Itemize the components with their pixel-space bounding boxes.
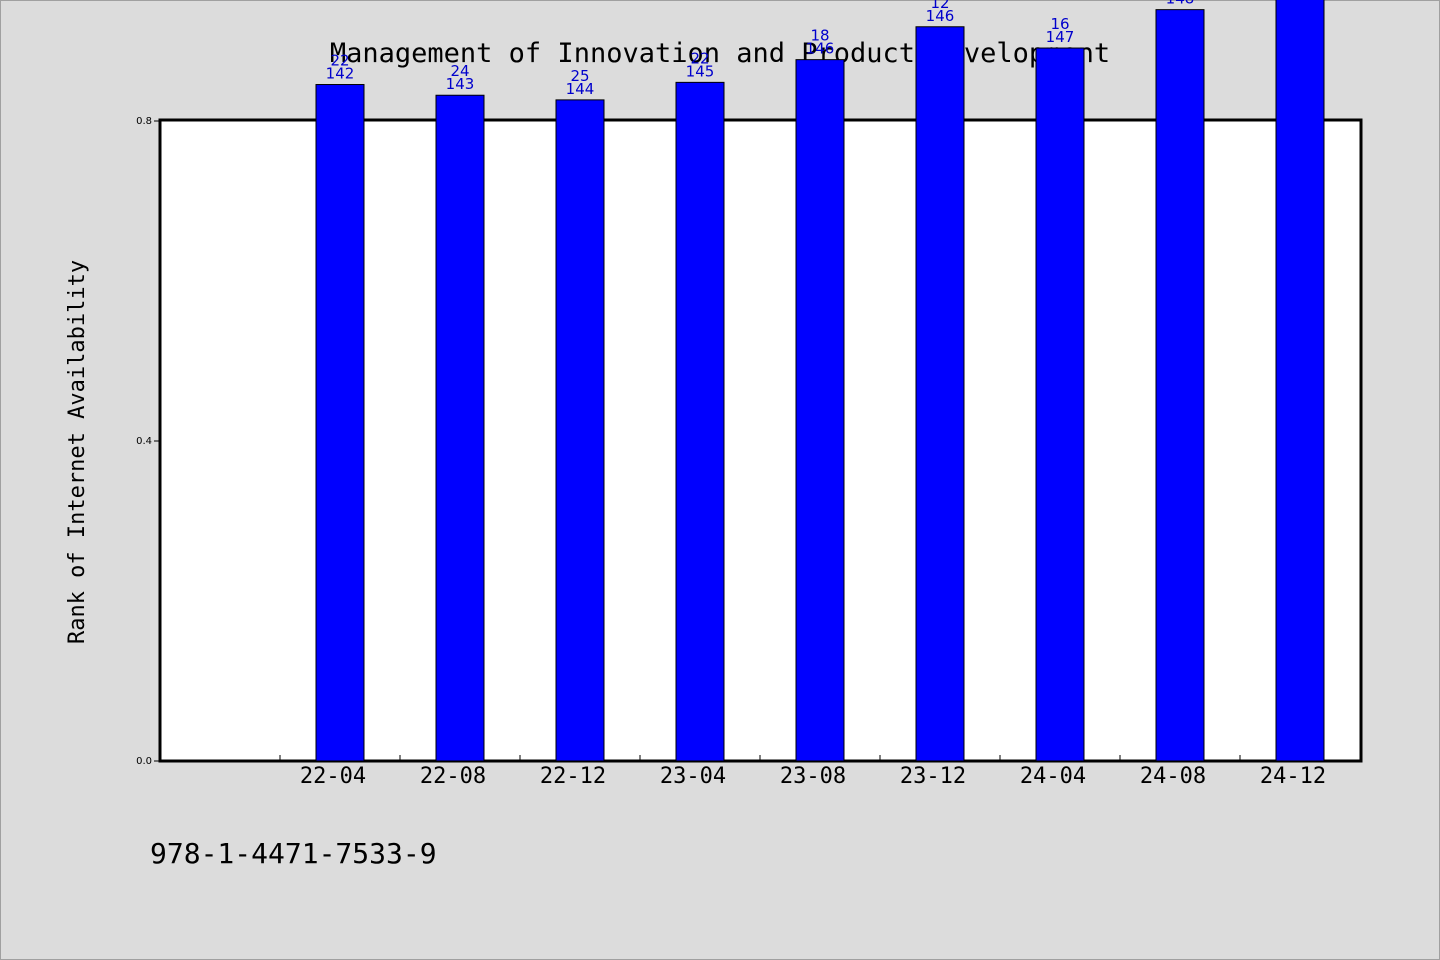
bar-24-08 xyxy=(1155,9,1205,762)
bar-22-04 xyxy=(315,84,365,762)
bar-label-bottom-24-08: 148 xyxy=(1166,0,1195,8)
x-tick-label-24-08: 24-08 xyxy=(1140,764,1206,789)
bar-label-bottom-22-04: 142 xyxy=(326,65,355,83)
x-tick-label-22-08: 22-08 xyxy=(420,764,486,789)
x-tick-label-22-12: 22-12 xyxy=(540,764,606,789)
bar-label-bottom-23-04: 145 xyxy=(686,62,715,80)
x-tick-label-24-04: 24-04 xyxy=(1020,764,1086,789)
x-tick-label-23-04: 23-04 xyxy=(660,764,726,789)
y-axis: 0.0 0.4 0.8 xyxy=(136,116,160,767)
x-tick-label-23-12: 23-12 xyxy=(900,764,966,789)
bar-label-bottom-22-08: 143 xyxy=(446,75,475,93)
bar-23-04 xyxy=(675,81,725,762)
bar-label-top-24-04: 16 xyxy=(1050,15,1069,33)
bar-label-bottom-23-08: 146 xyxy=(806,40,835,58)
x-tick-label-22-04: 22-04 xyxy=(300,764,366,789)
x-tick-label-23-08: 23-08 xyxy=(780,764,846,789)
bar-label-top-23-12: 12 xyxy=(930,0,949,12)
bar-label-top-23-08: 18 xyxy=(810,27,829,45)
isbn-footer: 978-1-4471-7533-9 xyxy=(150,837,437,870)
y-axis-label: Rank of Internet Availability xyxy=(65,260,90,644)
bar-22-12 xyxy=(555,99,605,762)
y-tick-label-0.0: 0.0 xyxy=(136,756,152,767)
y-tick-label-0.8: 0.8 xyxy=(136,116,152,127)
bar-24-04 xyxy=(1035,47,1085,762)
bar-24-12 xyxy=(1275,0,1325,762)
bar-label-top-23-04: 22 xyxy=(690,49,709,67)
bars-group xyxy=(315,0,1325,762)
bar-22-08 xyxy=(435,94,485,762)
x-tick-label-24-12: 24-12 xyxy=(1260,764,1326,789)
x-axis: 22-04 22-08 22-12 23-04 23-08 23-12 24-04 24-08… xyxy=(279,755,1326,789)
bar-label-bottom-24-04: 147 xyxy=(1046,28,1075,46)
bar-label-top-22-12: 25 xyxy=(570,67,589,85)
bar-label-bottom-23-12: 146 xyxy=(926,7,955,25)
y-tick-label-0.4: 0.4 xyxy=(136,436,152,447)
chart-title: Management of Innovation and Product Dev… xyxy=(330,38,1110,69)
bar-label-top-22-04: 22 xyxy=(330,52,349,70)
bar-label-bottom-22-12: 144 xyxy=(566,80,595,98)
data-labels-group: 2214224143251442214518146121461614791487… xyxy=(326,0,1195,98)
bar-label-top-22-08: 24 xyxy=(450,62,469,80)
bar-23-08 xyxy=(795,59,845,762)
bar-23-12 xyxy=(915,26,965,762)
